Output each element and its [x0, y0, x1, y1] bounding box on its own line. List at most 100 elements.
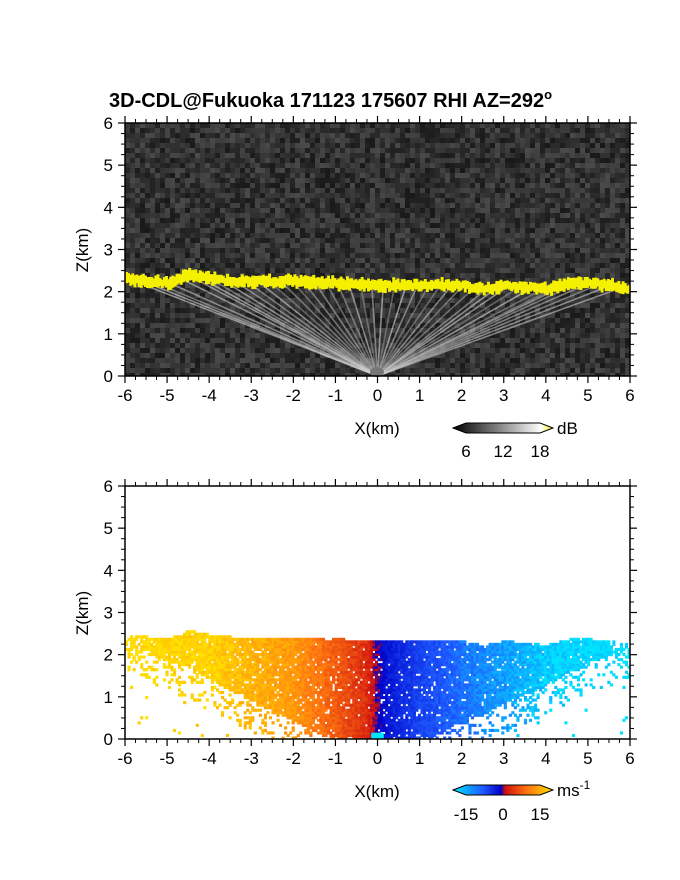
- noise-cell: [360, 158, 365, 163]
- noise-cell: [380, 148, 385, 153]
- noise-cell: [470, 153, 475, 158]
- noise-cell: [540, 238, 545, 243]
- noise-cell: [345, 343, 350, 348]
- noise-cell: [445, 198, 450, 203]
- noise-cell: [210, 363, 215, 368]
- noise-cell: [545, 158, 550, 163]
- noise-cell: [580, 313, 585, 318]
- noise-cell: [320, 243, 325, 248]
- noise-cell: [620, 348, 625, 353]
- noise-cell: [145, 323, 150, 328]
- noise-cell: [445, 313, 450, 318]
- noise-cell: [265, 308, 270, 313]
- noise-cell: [580, 198, 585, 203]
- noise-cell: [600, 158, 605, 163]
- noise-cell: [180, 143, 185, 148]
- noise-cell: [445, 253, 450, 258]
- noise-cell: [595, 263, 600, 268]
- noise-cell: [330, 333, 335, 338]
- noise-cell: [235, 213, 240, 218]
- noise-cell: [555, 263, 560, 268]
- noise-cell: [455, 268, 460, 273]
- noise-cell: [200, 313, 205, 318]
- noise-cell: [335, 243, 340, 248]
- noise-cell: [475, 263, 480, 268]
- noise-cell: [430, 168, 435, 173]
- noise-cell: [215, 243, 220, 248]
- noise-cell: [520, 253, 525, 258]
- noise-cell: [390, 158, 395, 163]
- noise-cell: [435, 308, 440, 313]
- noise-cell: [525, 343, 530, 348]
- noise-cell: [620, 208, 625, 213]
- noise-cell: [315, 123, 320, 128]
- noise-cell: [535, 178, 540, 183]
- noise-cell: [130, 173, 135, 178]
- noise-cell: [125, 218, 130, 223]
- noise-cell: [305, 168, 310, 173]
- noise-cell: [340, 123, 345, 128]
- noise-cell: [380, 263, 385, 268]
- noise-cell: [155, 168, 160, 173]
- noise-cell: [310, 238, 315, 243]
- noise-cell: [510, 123, 515, 128]
- noise-cell: [520, 213, 525, 218]
- noise-cell: [305, 163, 310, 168]
- noise-cell: [255, 158, 260, 163]
- noise-cell: [600, 243, 605, 248]
- noise-cell: [475, 358, 480, 363]
- noise-cell: [480, 263, 485, 268]
- noise-cell: [510, 148, 515, 153]
- noise-cell: [395, 178, 400, 183]
- noise-cell: [290, 153, 295, 158]
- noise-cell: [475, 258, 480, 263]
- noise-cell: [530, 333, 535, 338]
- noise-cell: [610, 168, 615, 173]
- noise-cell: [425, 238, 430, 243]
- noise-cell: [175, 163, 180, 168]
- noise-cell: [155, 153, 160, 158]
- noise-cell: [420, 258, 425, 263]
- noise-cell: [615, 128, 620, 133]
- noise-cell: [435, 313, 440, 318]
- noise-cell: [605, 333, 610, 338]
- noise-cell: [495, 343, 500, 348]
- noise-cell: [300, 153, 305, 158]
- noise-cell: [385, 153, 390, 158]
- noise-cell: [170, 208, 175, 213]
- noise-cell: [380, 183, 385, 188]
- noise-cell: [500, 158, 505, 163]
- noise-cell: [140, 363, 145, 368]
- noise-cell: [520, 258, 525, 263]
- noise-cell: [555, 143, 560, 148]
- noise-cell: [260, 308, 265, 313]
- noise-cell: [330, 158, 335, 163]
- noise-cell: [580, 268, 585, 273]
- noise-cell: [145, 138, 150, 143]
- noise-cell: [575, 168, 580, 173]
- noise-cell: [145, 123, 150, 128]
- noise-cell: [290, 348, 295, 353]
- noise-cell: [375, 243, 380, 248]
- noise-cell: [360, 198, 365, 203]
- noise-cell: [210, 288, 215, 293]
- noise-cell: [220, 173, 225, 178]
- noise-cell: [300, 358, 305, 363]
- noise-cell: [130, 188, 135, 193]
- noise-cell: [455, 133, 460, 138]
- noise-cell: [330, 303, 335, 308]
- noise-cell: [485, 208, 490, 213]
- noise-cell: [615, 248, 620, 253]
- noise-cell: [610, 358, 615, 363]
- noise-cell: [245, 333, 250, 338]
- noise-cell: [450, 128, 455, 133]
- noise-cell: [525, 213, 530, 218]
- noise-cell: [400, 203, 405, 208]
- noise-cell: [235, 303, 240, 308]
- noise-cell: [210, 328, 215, 333]
- noise-cell: [280, 313, 285, 318]
- noise-cell: [565, 208, 570, 213]
- noise-cell: [345, 243, 350, 248]
- noise-cell: [515, 353, 520, 358]
- noise-cell: [540, 188, 545, 193]
